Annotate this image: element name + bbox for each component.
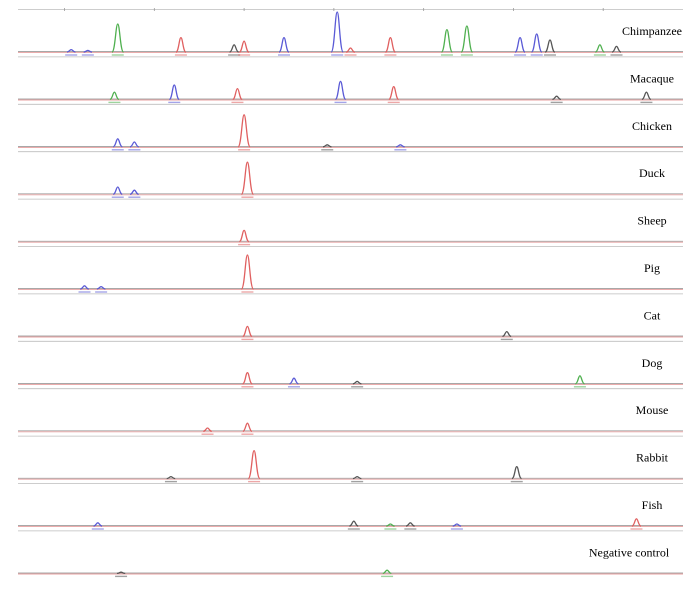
peak-gray: [502, 330, 512, 338]
panel-mouse: Mouse: [18, 388, 683, 435]
sample-label: Negative control: [589, 545, 670, 559]
sample-label: Pig: [644, 261, 660, 275]
peak-red: [242, 325, 253, 338]
peak-red: [237, 114, 251, 148]
sample-label: Mouse: [636, 403, 669, 417]
peak-gray: [352, 380, 362, 385]
peak-gray: [544, 39, 556, 53]
peak-red: [385, 36, 396, 53]
peak-blue: [66, 48, 76, 53]
panel-chicken: Chicken: [18, 103, 683, 151]
peak-gray: [116, 571, 126, 575]
peak-blue: [112, 138, 123, 148]
peak-red: [175, 36, 187, 53]
peak-blue: [514, 36, 526, 53]
panel-dog: Dog: [18, 340, 683, 388]
panel-cat: Cat: [18, 293, 683, 341]
panel-macaque: Macaque: [18, 56, 683, 104]
peak-red: [388, 85, 399, 101]
peak-gray: [641, 91, 652, 101]
sample-label: Rabbit: [636, 451, 669, 465]
peak-red: [240, 254, 255, 290]
peak-gray: [229, 44, 239, 53]
peak-blue: [278, 36, 290, 53]
peak-green: [111, 23, 125, 53]
peak-gray: [511, 465, 522, 480]
peak-red: [346, 47, 355, 53]
peak-green: [386, 523, 395, 527]
peak-red: [239, 229, 250, 243]
peak-red: [203, 427, 212, 432]
peak-gray: [166, 475, 176, 480]
peak-blue: [96, 285, 106, 290]
peak-green: [109, 91, 120, 101]
sample-label: Cat: [644, 308, 661, 322]
panel-pig: Pig: [18, 246, 683, 293]
peak-green: [382, 569, 392, 575]
peak-blue: [530, 33, 543, 53]
peak-gray: [552, 95, 562, 101]
sample-label: Chicken: [632, 119, 672, 133]
peak-red: [242, 371, 253, 385]
peak-blue: [129, 141, 139, 148]
peak-gray: [405, 522, 415, 527]
peak-red: [631, 518, 642, 527]
peak-blue: [80, 285, 89, 290]
peak-red: [240, 161, 255, 195]
peak-gray: [322, 144, 332, 148]
peak-green: [575, 375, 585, 385]
panel-fish: Fish: [18, 483, 683, 530]
panel-negative-control: Negative control: [18, 530, 683, 578]
peak-blue: [452, 523, 462, 527]
peak-red: [239, 40, 250, 53]
peak-blue: [289, 377, 299, 385]
peak-blue: [113, 186, 123, 195]
sample-label: Dog: [642, 356, 663, 370]
peak-blue: [168, 84, 180, 101]
peak-gray: [352, 475, 362, 480]
peak-blue: [396, 144, 405, 148]
peak-gray: [349, 520, 359, 527]
peak-red: [232, 87, 243, 101]
sample-label: Duck: [639, 166, 665, 180]
sample-label: Sheep: [637, 214, 666, 228]
sample-label: Chimpanzee: [622, 24, 682, 38]
sample-label: Fish: [642, 498, 663, 512]
peak-red: [242, 422, 253, 432]
panel-rabbit: Rabbit: [18, 435, 683, 483]
peak-red: [247, 449, 261, 480]
panel-duck: Duck: [18, 151, 683, 198]
peak-gray: [611, 45, 622, 53]
peak-green: [460, 25, 474, 53]
panels-group: Chimpanzee Macaque Chicken Duck Sheep Pig Cat D…: [18, 8, 683, 578]
panel-sheep: Sheep: [18, 198, 683, 246]
peak-blue: [334, 80, 347, 101]
peak-blue: [129, 189, 139, 195]
peak-green: [440, 28, 453, 53]
peak-blue: [83, 49, 93, 53]
panel-chimpanzee: Chimpanzee: [18, 8, 683, 56]
peak-green: [595, 44, 605, 53]
sample-label: Macaque: [630, 71, 674, 85]
peak-blue: [93, 522, 103, 527]
peak-blue: [330, 11, 344, 53]
